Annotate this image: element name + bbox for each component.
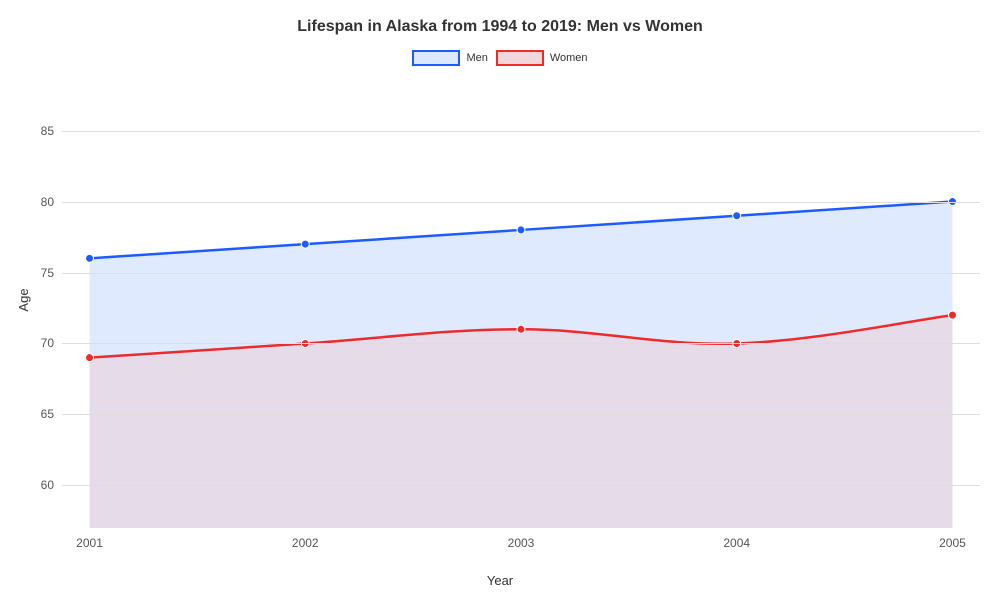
plot-area: 60657075808520012002200320042005 bbox=[62, 88, 980, 528]
data-point[interactable] bbox=[517, 325, 525, 333]
y-tick-label: 75 bbox=[41, 266, 62, 280]
x-tick-label: 2002 bbox=[292, 528, 319, 550]
x-tick-label: 2004 bbox=[723, 528, 750, 550]
chart-container: Lifespan in Alaska from 1994 to 2019: Me… bbox=[0, 0, 1000, 600]
legend-swatch-women bbox=[496, 50, 544, 66]
y-tick-label: 80 bbox=[41, 195, 62, 209]
data-point[interactable] bbox=[948, 311, 956, 319]
data-point[interactable] bbox=[86, 354, 94, 362]
y-tick-label: 85 bbox=[41, 124, 62, 138]
data-point[interactable] bbox=[733, 212, 741, 220]
legend-item-men[interactable]: Men bbox=[412, 50, 487, 66]
x-tick-label: 2003 bbox=[508, 528, 535, 550]
data-point[interactable] bbox=[301, 339, 309, 347]
y-tick-label: 70 bbox=[41, 336, 62, 350]
x-axis-title: Year bbox=[487, 573, 513, 588]
data-point[interactable] bbox=[733, 339, 741, 347]
chart-svg bbox=[62, 88, 980, 528]
y-tick-label: 65 bbox=[41, 407, 62, 421]
data-point[interactable] bbox=[86, 254, 94, 262]
legend-item-women[interactable]: Women bbox=[496, 50, 588, 66]
legend-label-women: Women bbox=[550, 52, 588, 64]
y-tick-label: 60 bbox=[41, 478, 62, 492]
y-axis-title: Age bbox=[16, 288, 31, 311]
x-tick-label: 2001 bbox=[76, 528, 103, 550]
data-point[interactable] bbox=[948, 198, 956, 206]
legend-swatch-men bbox=[412, 50, 460, 66]
legend-label-men: Men bbox=[466, 52, 487, 64]
legend: Men Women bbox=[0, 50, 1000, 66]
x-tick-label: 2005 bbox=[939, 528, 966, 550]
chart-title: Lifespan in Alaska from 1994 to 2019: Me… bbox=[0, 0, 1000, 36]
data-point[interactable] bbox=[517, 226, 525, 234]
data-point[interactable] bbox=[301, 240, 309, 248]
